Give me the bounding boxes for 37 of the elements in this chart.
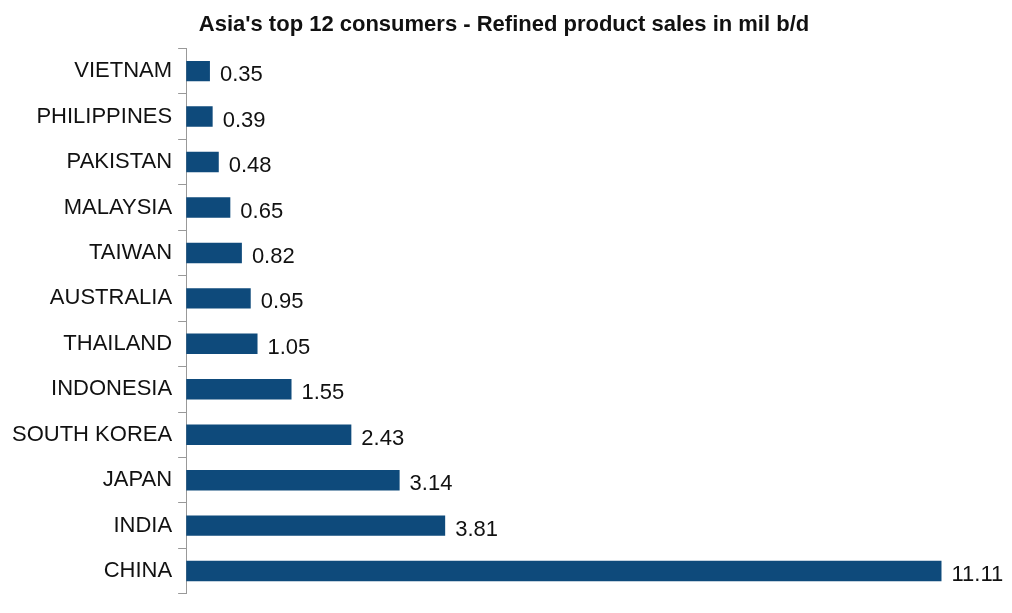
bar [186,333,258,355]
bar [186,197,231,218]
data-label: 3.81 [455,515,498,541]
bar [186,560,942,582]
bar [186,242,242,264]
y-tick-label: JAPAN [102,466,173,492]
y-tick-label: INDIA [113,511,173,537]
data-label: 2.43 [361,424,405,450]
y-tick-label: INDONESIA [51,375,173,401]
y-tick-label: TAIWAN [89,238,173,264]
data-label: 1.55 [301,379,345,405]
y-tick-label: VIETNAM [74,57,173,83]
bar [186,424,352,445]
bar [186,515,446,536]
y-tick-label: THAILAND [63,329,173,355]
y-tick-label: CHINA [103,557,173,583]
bar [186,151,219,173]
bar [186,288,251,309]
y-tick-label: MALAYSIA [63,193,173,219]
data-label: 0.35 [219,61,263,87]
y-tick-label: SOUTH KOREA [11,420,173,446]
data-label: 0.48 [228,152,272,178]
data-label: 0.39 [222,106,266,132]
data-label: 11.11 [951,561,1004,587]
data-label: 0.65 [240,197,284,223]
data-label: 3.14 [409,470,453,496]
y-tick-label: PAKISTAN [66,148,173,174]
y-tick-label: AUSTRALIA [49,284,173,310]
chart-title: Asia's top 12 consumers - Refined product sales in mil b/d [198,11,810,37]
bar [186,469,400,491]
bar [186,379,292,400]
y-tick-label: PHILIPPINES [36,102,173,128]
bar [186,60,210,82]
data-label: 0.95 [260,288,304,314]
data-label: 1.05 [267,333,311,359]
data-label: 0.82 [251,242,295,268]
bar [186,106,213,127]
